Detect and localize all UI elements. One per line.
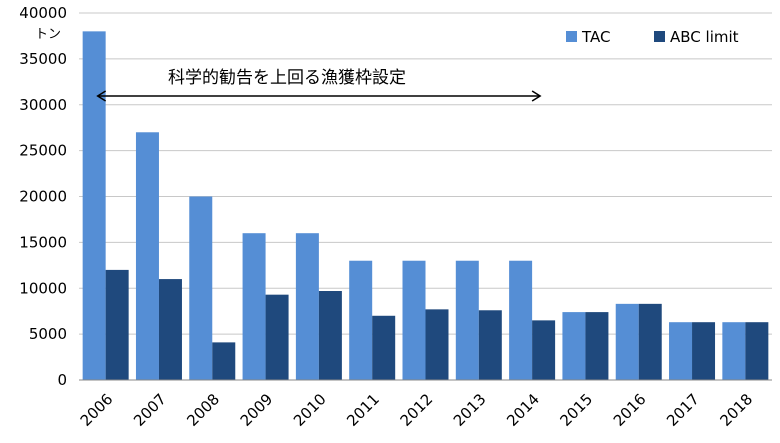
bar-abc-limit xyxy=(585,312,609,380)
y-tick-label: 35000 xyxy=(19,50,67,68)
bar-abc-limit xyxy=(532,320,556,380)
bar-tac xyxy=(82,31,106,380)
bar-abc-limit xyxy=(265,294,289,380)
bar-tac xyxy=(669,322,693,380)
bar-tac xyxy=(135,132,159,380)
legend: TAC ABC limit xyxy=(566,28,739,46)
legend-label: ABC limit xyxy=(670,28,739,46)
bar-tac xyxy=(615,303,639,380)
bar-abc-limit xyxy=(318,291,342,380)
bar-tac xyxy=(349,260,373,380)
x-tick-label: 2013 xyxy=(450,390,490,430)
bars xyxy=(82,31,769,380)
y-tick-label: 15000 xyxy=(19,233,67,251)
y-tick-label: 30000 xyxy=(19,96,67,114)
x-tick-label: 2007 xyxy=(130,390,170,430)
x-tick-label: 2008 xyxy=(183,390,223,430)
legend-swatch xyxy=(566,31,577,42)
x-tick-label: 2018 xyxy=(716,390,756,430)
x-tick-label: 2016 xyxy=(610,390,650,430)
bar-abc-limit xyxy=(745,322,769,380)
bar-abc-limit xyxy=(478,310,502,380)
bar-abc-limit xyxy=(638,303,662,380)
bar-abc-limit xyxy=(425,309,449,380)
y-tick-label: 20000 xyxy=(19,188,67,206)
bar-tac xyxy=(189,196,213,380)
bar-tac xyxy=(562,312,586,380)
bar-tac xyxy=(509,260,533,380)
annotation-arrowhead-right xyxy=(531,90,542,102)
x-tick-label: 2006 xyxy=(77,390,117,430)
y-tick-label: 5000 xyxy=(29,325,67,343)
annotation-arrowhead-left xyxy=(96,90,107,102)
x-tick-label: 2014 xyxy=(503,390,543,430)
bar-tac xyxy=(722,322,746,380)
bar-abc-limit xyxy=(692,322,716,380)
bar-tac xyxy=(295,233,319,380)
y-tick-label: 25000 xyxy=(19,142,67,160)
annotation: 科学的勧告を上回る漁獲枠設定 xyxy=(96,68,542,102)
y-tick-label: 10000 xyxy=(19,279,67,297)
bar-tac xyxy=(402,260,426,380)
x-tick-label: 2011 xyxy=(343,390,383,430)
bar-tac xyxy=(455,260,479,380)
x-tick-label: 2009 xyxy=(237,390,277,430)
bar-abc-limit xyxy=(372,315,396,380)
legend-swatch xyxy=(654,31,665,42)
bar-tac xyxy=(242,233,266,380)
x-axis-ticks: 2006 2007 2008 2009 2010 2011 2012 2013 2014 2015… xyxy=(77,390,756,430)
y-axis-ticks: 0 5000 10000 15000 20000 25000 30000 35000 40000 xyxy=(19,4,67,389)
annotation-text: 科学的勧告を上回る漁獲枠設定 xyxy=(168,68,406,88)
x-tick-label: 2017 xyxy=(663,390,703,430)
bar-abc-limit xyxy=(212,342,236,380)
y-tick-label: 0 xyxy=(57,371,67,389)
x-tick-label: 2012 xyxy=(397,390,437,430)
bar-abc-limit xyxy=(105,269,129,380)
y-axis-unit: トン xyxy=(35,27,61,42)
bar-abc-limit xyxy=(158,279,182,380)
legend-label: TAC xyxy=(581,28,610,46)
x-tick-label: 2010 xyxy=(290,390,330,430)
y-tick-label: 40000 xyxy=(19,4,67,22)
x-tick-label: 2015 xyxy=(557,390,597,430)
